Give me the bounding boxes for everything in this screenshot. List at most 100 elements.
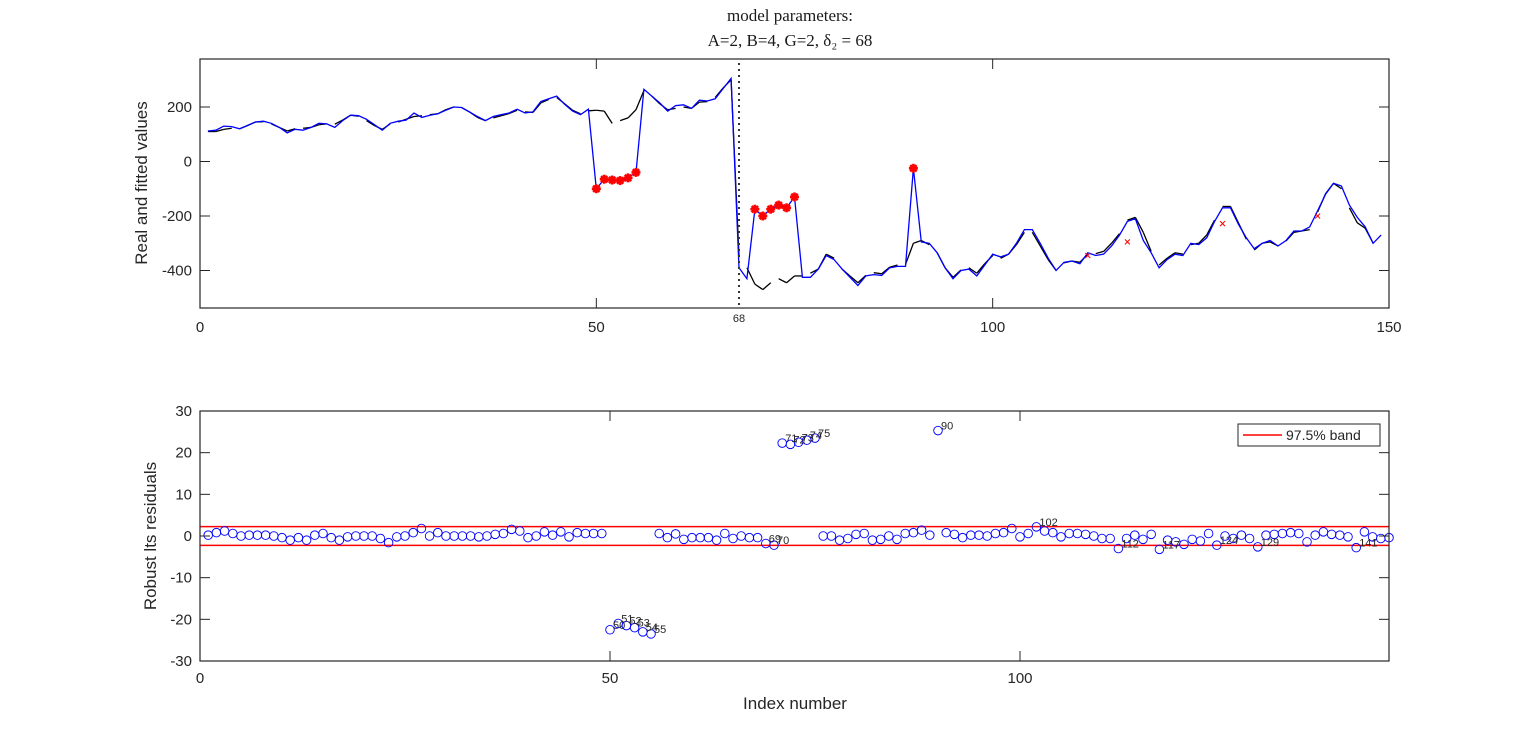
residual-point bbox=[572, 527, 582, 538]
residual-point bbox=[843, 533, 853, 544]
residual-point bbox=[260, 530, 271, 540]
residual-point bbox=[342, 532, 353, 542]
fitted-segment bbox=[1095, 250, 1104, 255]
fitted-segment bbox=[1015, 231, 1025, 245]
residual-point bbox=[834, 535, 845, 545]
residual-point bbox=[1228, 533, 1238, 544]
residual-point bbox=[1179, 539, 1189, 550]
fitted-segment bbox=[849, 275, 859, 284]
figure-title-line2: A=2, B=4, G=2, δ₂ = 68 bbox=[708, 31, 873, 50]
residual-point bbox=[441, 531, 451, 541]
residual-point bbox=[424, 531, 435, 541]
residual-point bbox=[1335, 530, 1345, 540]
residual-point bbox=[990, 528, 1001, 539]
bottom-ytick-label: 0 bbox=[184, 528, 192, 545]
residual-point bbox=[1138, 534, 1148, 545]
top-ytick-label: -400 bbox=[162, 263, 192, 280]
residual-point bbox=[818, 531, 828, 541]
residual-point bbox=[1048, 527, 1058, 538]
fitted-segment bbox=[762, 282, 772, 291]
residual-point bbox=[1097, 533, 1107, 544]
residual-point-label: 74 bbox=[810, 430, 822, 442]
residual-point bbox=[916, 525, 927, 535]
residual-points bbox=[203, 425, 1394, 639]
residual-point bbox=[1121, 533, 1132, 544]
fitted-segment bbox=[493, 115, 502, 119]
residual-point-label: 72 bbox=[793, 434, 805, 446]
residual-point bbox=[1376, 533, 1386, 544]
bottom-ytick-label: -20 bbox=[170, 611, 192, 628]
residual-point bbox=[203, 530, 213, 540]
residual-point bbox=[646, 629, 656, 639]
residual-point bbox=[1343, 532, 1353, 542]
residual-point bbox=[1244, 533, 1255, 544]
change-point-label: 68 bbox=[733, 313, 745, 325]
residual-point bbox=[867, 535, 878, 545]
outlier-star-marker bbox=[599, 174, 609, 184]
residual-point-label: 129 bbox=[1261, 537, 1279, 549]
residual-point bbox=[687, 532, 697, 543]
residual-point-label: 124 bbox=[1220, 535, 1238, 547]
fitted-segment bbox=[588, 109, 597, 112]
residual-point bbox=[523, 532, 533, 543]
confidence-band bbox=[200, 525, 1389, 547]
residual-point bbox=[703, 532, 714, 543]
fitted-segment bbox=[786, 275, 795, 284]
residual-point-label: 50 bbox=[613, 620, 625, 632]
bottom-xlabel: Index number bbox=[743, 694, 847, 713]
residual-point bbox=[736, 531, 746, 541]
residual-point-label: 53 bbox=[638, 618, 650, 630]
residual-point bbox=[1015, 532, 1025, 542]
residual-point bbox=[711, 535, 722, 545]
fitted-segment bbox=[627, 109, 637, 119]
fitted-segment bbox=[572, 109, 581, 115]
residual-point-label: 141 bbox=[1359, 538, 1377, 550]
residual-point bbox=[982, 531, 992, 541]
fitted-segment bbox=[223, 127, 232, 130]
fitted-segment bbox=[1134, 217, 1144, 233]
top-xtick-label: 0 bbox=[196, 319, 204, 336]
residual-point bbox=[629, 622, 640, 633]
cross-marker bbox=[1314, 213, 1321, 219]
fitted-segment bbox=[1103, 242, 1113, 252]
fitted-segment bbox=[334, 119, 343, 125]
top-plot-series bbox=[207, 76, 1382, 291]
residual-point bbox=[515, 526, 525, 536]
residual-point bbox=[1056, 532, 1066, 542]
bottom-ylabel: Robust lts residuals bbox=[141, 462, 160, 610]
residual-point-label: 70 bbox=[777, 535, 789, 547]
fitted-segment bbox=[754, 283, 764, 291]
bottom-ytick-label: -10 bbox=[170, 570, 192, 587]
outlier-star-marker bbox=[766, 204, 776, 214]
outlier-star-marker bbox=[774, 200, 784, 210]
fitted-segment bbox=[366, 120, 375, 127]
residual-point bbox=[695, 532, 705, 543]
residual-point bbox=[531, 531, 541, 541]
residual-point bbox=[679, 534, 689, 545]
fitted-segment bbox=[1348, 207, 1358, 224]
residual-point bbox=[1294, 528, 1304, 539]
residual-point bbox=[900, 528, 910, 539]
residual-point-label: 51 bbox=[621, 614, 633, 626]
fitted-segment bbox=[619, 117, 629, 122]
residual-point bbox=[433, 527, 443, 538]
residual-point bbox=[285, 535, 295, 545]
outlier-star-marker bbox=[750, 204, 760, 214]
fitted-segment bbox=[778, 278, 787, 284]
residual-point bbox=[211, 527, 222, 538]
residual-point bbox=[1236, 530, 1247, 540]
residual-point bbox=[539, 527, 550, 537]
residual-point bbox=[408, 527, 418, 538]
residual-point bbox=[1154, 544, 1165, 555]
residual-point-label: 75 bbox=[818, 428, 830, 440]
residual-point bbox=[605, 625, 615, 635]
residual-point-label: 117 bbox=[1162, 539, 1180, 551]
residual-point bbox=[892, 534, 902, 545]
real-values-line bbox=[207, 76, 1382, 287]
fitted-segment bbox=[1198, 234, 1208, 244]
residual-point-label: 112 bbox=[1121, 539, 1139, 551]
fitted-segment bbox=[1174, 252, 1184, 255]
residual-point bbox=[1007, 523, 1017, 534]
residual-point bbox=[769, 540, 779, 550]
